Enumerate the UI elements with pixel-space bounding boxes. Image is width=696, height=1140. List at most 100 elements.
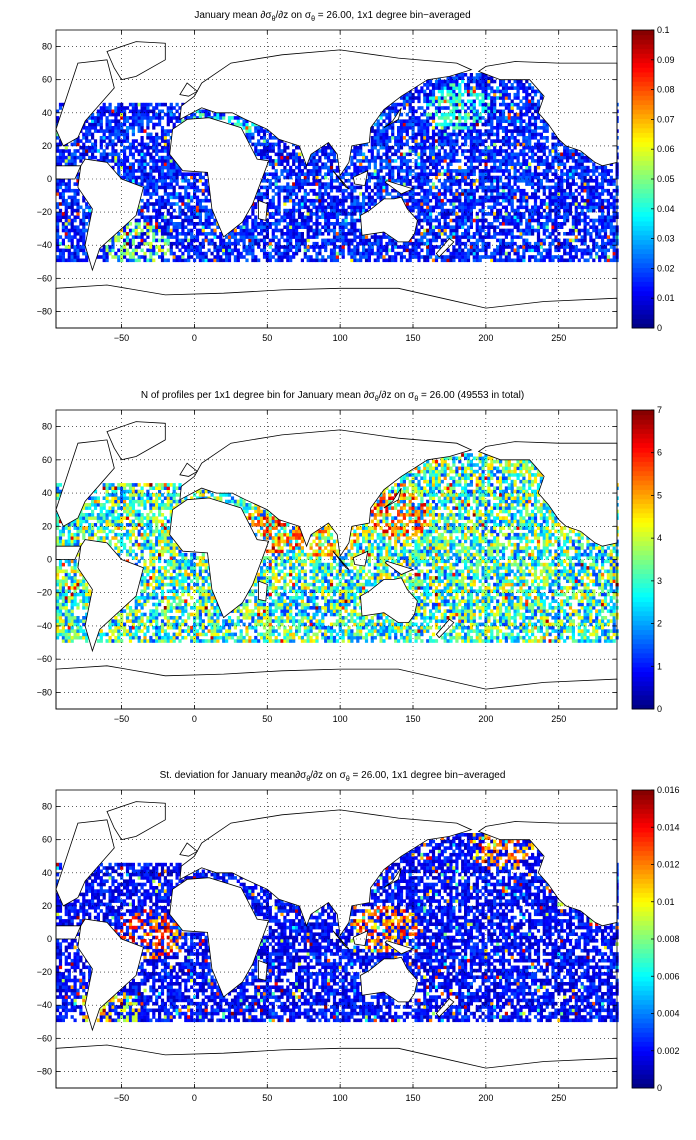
heatmap-cell [225, 251, 229, 256]
heatmap-cell [449, 76, 453, 80]
heatmap-cell [367, 179, 371, 183]
heatmap-cell [268, 145, 272, 150]
heatmap-cell [70, 228, 74, 233]
heatmap-cell [277, 258, 281, 263]
heatmap-cell [350, 202, 354, 206]
heatmap-cell [563, 222, 567, 226]
heatmap-cell [149, 102, 153, 107]
heatmap-cell [353, 228, 357, 233]
heatmap-cell [493, 102, 497, 107]
heatmap-cell [286, 185, 290, 190]
heatmap-cell [204, 198, 208, 203]
heatmap-cell [338, 182, 342, 186]
heatmap-cell [449, 182, 453, 186]
heatmap-cell [507, 212, 511, 216]
heatmap-cell [117, 109, 121, 114]
heatmap-cell [437, 122, 441, 127]
heatmap-cell [528, 179, 532, 183]
heatmap-cell [513, 251, 517, 256]
heatmap-cell [367, 172, 371, 176]
heatmap-cell [434, 172, 439, 176]
heatmap-cell [589, 159, 593, 163]
heatmap-cell [394, 258, 398, 263]
heatmap-cell [201, 225, 205, 229]
heatmap-cell [408, 126, 412, 130]
heatmap-cell [155, 106, 159, 110]
heatmap-cell [385, 258, 389, 263]
heatmap-cell [58, 215, 63, 219]
heatmap-cell [545, 155, 549, 160]
heatmap-cell [140, 165, 144, 170]
heatmap-cell [198, 228, 202, 233]
heatmap-cell [510, 208, 514, 213]
heatmap-cell [204, 179, 208, 183]
heatmap-cell [420, 188, 424, 193]
heatmap-cell [501, 251, 506, 256]
heatmap-cell [364, 241, 369, 246]
heatmap-cell [563, 208, 567, 213]
heatmap-cell [70, 188, 74, 193]
heatmap-cell [140, 126, 144, 130]
heatmap-cell [91, 149, 95, 153]
heatmap-cell [327, 228, 331, 233]
heatmap-cell [437, 136, 441, 140]
heatmap-cell [347, 172, 351, 176]
heatmap-cell [507, 136, 511, 140]
heatmap-cell [213, 241, 217, 246]
heatmap-cell [321, 145, 325, 150]
heatmap-cell [589, 235, 593, 239]
heatmap-cell [539, 185, 543, 190]
heatmap-cell [525, 136, 529, 140]
heatmap-cell [531, 122, 535, 127]
heatmap-cell [321, 255, 325, 259]
heatmap-cell [519, 142, 523, 147]
heatmap-cell [143, 255, 147, 259]
heatmap-cell [373, 235, 377, 239]
heatmap-cell [510, 218, 514, 223]
heatmap-cell [472, 205, 476, 210]
heatmap-cell [452, 129, 456, 133]
heatmap-cell [184, 172, 188, 176]
heatmap-cell [388, 162, 392, 166]
heatmap-cell [510, 245, 514, 249]
heatmap-cell [434, 195, 439, 200]
heatmap-cell [414, 165, 418, 170]
heatmap-cell [475, 238, 479, 243]
heatmap-cell [513, 152, 517, 157]
heatmap-cell [373, 175, 377, 180]
heatmap-cell [257, 149, 261, 153]
heatmap-cell [64, 159, 68, 163]
heatmap-cell [399, 152, 404, 157]
heatmap-cell [61, 188, 65, 193]
heatmap-cell [370, 142, 374, 147]
heatmap-cell [277, 205, 281, 210]
heatmap-cell [510, 188, 514, 193]
heatmap-cell [131, 255, 135, 259]
heatmap-cell [201, 112, 205, 117]
heatmap-cell [312, 169, 316, 173]
heatmap-cell [455, 238, 459, 243]
heatmap-cell [190, 112, 194, 117]
heatmap-cell [548, 188, 552, 193]
heatmap-cell [286, 238, 290, 243]
heatmap-cell [499, 175, 503, 180]
heatmap-cell [475, 248, 479, 253]
heatmap-cell [539, 179, 543, 183]
heatmap-cell [73, 215, 77, 219]
heatmap-cell [190, 218, 194, 223]
heatmap-cell [516, 126, 520, 130]
heatmap-cell [399, 159, 404, 163]
heatmap-cell [303, 179, 307, 183]
heatmap-cell [571, 169, 575, 173]
heatmap-cell [461, 235, 465, 239]
heatmap-cell [56, 245, 60, 249]
heatmap-cell [172, 195, 176, 200]
heatmap-cell [344, 169, 348, 173]
heatmap-cell [155, 149, 159, 153]
heatmap-cell [76, 179, 80, 183]
heatmap-cell [262, 245, 267, 249]
heatmap-cell [586, 251, 590, 256]
heatmap-cell [437, 188, 441, 193]
heatmap-cell [583, 172, 587, 176]
heatmap-cell [426, 92, 430, 97]
